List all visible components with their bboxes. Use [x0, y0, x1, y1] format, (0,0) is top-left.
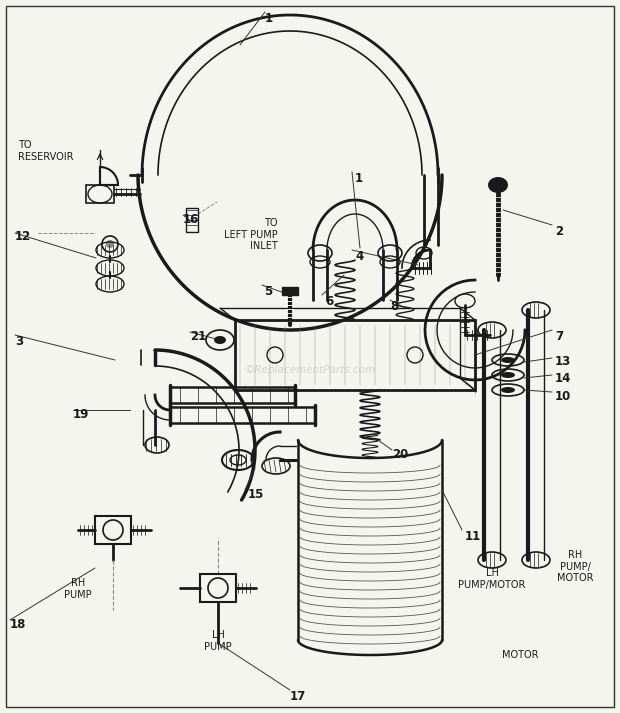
Text: 8: 8 — [390, 300, 398, 313]
Text: 10: 10 — [555, 390, 571, 403]
Text: 1: 1 — [265, 12, 273, 25]
Text: ©ReplacementParts.com: ©ReplacementParts.com — [244, 365, 376, 375]
Text: TO
LEFT PUMP
INLET: TO LEFT PUMP INLET — [224, 218, 278, 251]
Ellipse shape — [488, 177, 508, 193]
Text: 14: 14 — [555, 372, 572, 385]
Text: 21: 21 — [190, 330, 206, 343]
Text: 19: 19 — [73, 408, 89, 421]
Text: 6: 6 — [325, 295, 334, 308]
Text: 20: 20 — [392, 448, 408, 461]
Text: 7: 7 — [555, 330, 563, 343]
Ellipse shape — [501, 387, 515, 393]
Text: 3: 3 — [15, 335, 23, 348]
Text: 13: 13 — [555, 355, 571, 368]
Text: LH
PUMP: LH PUMP — [204, 630, 232, 652]
Text: 5: 5 — [264, 285, 272, 298]
Ellipse shape — [501, 372, 515, 378]
Text: RH
PUMP: RH PUMP — [64, 578, 92, 600]
Text: 16: 16 — [183, 213, 200, 226]
Text: 17: 17 — [290, 690, 306, 703]
Text: 1: 1 — [355, 172, 363, 185]
Text: 4: 4 — [355, 250, 363, 263]
Bar — [95, 516, 131, 544]
Text: 2: 2 — [555, 225, 563, 238]
Text: 12: 12 — [15, 230, 31, 243]
Text: 18: 18 — [10, 618, 27, 631]
Ellipse shape — [501, 357, 515, 363]
Bar — [186, 208, 198, 232]
Text: RH
PUMP/
MOTOR: RH PUMP/ MOTOR — [557, 550, 593, 583]
Wedge shape — [106, 240, 114, 248]
Text: 15: 15 — [248, 488, 264, 501]
Text: LH
PUMP/MOTOR: LH PUMP/MOTOR — [458, 568, 526, 590]
Text: TO
RESERVOIR: TO RESERVOIR — [18, 140, 74, 162]
Text: MOTOR: MOTOR — [502, 650, 538, 660]
Bar — [200, 574, 236, 602]
Bar — [86, 185, 114, 203]
Text: 11: 11 — [465, 530, 481, 543]
Bar — [282, 287, 298, 295]
Ellipse shape — [214, 336, 226, 344]
Bar — [235, 320, 475, 390]
